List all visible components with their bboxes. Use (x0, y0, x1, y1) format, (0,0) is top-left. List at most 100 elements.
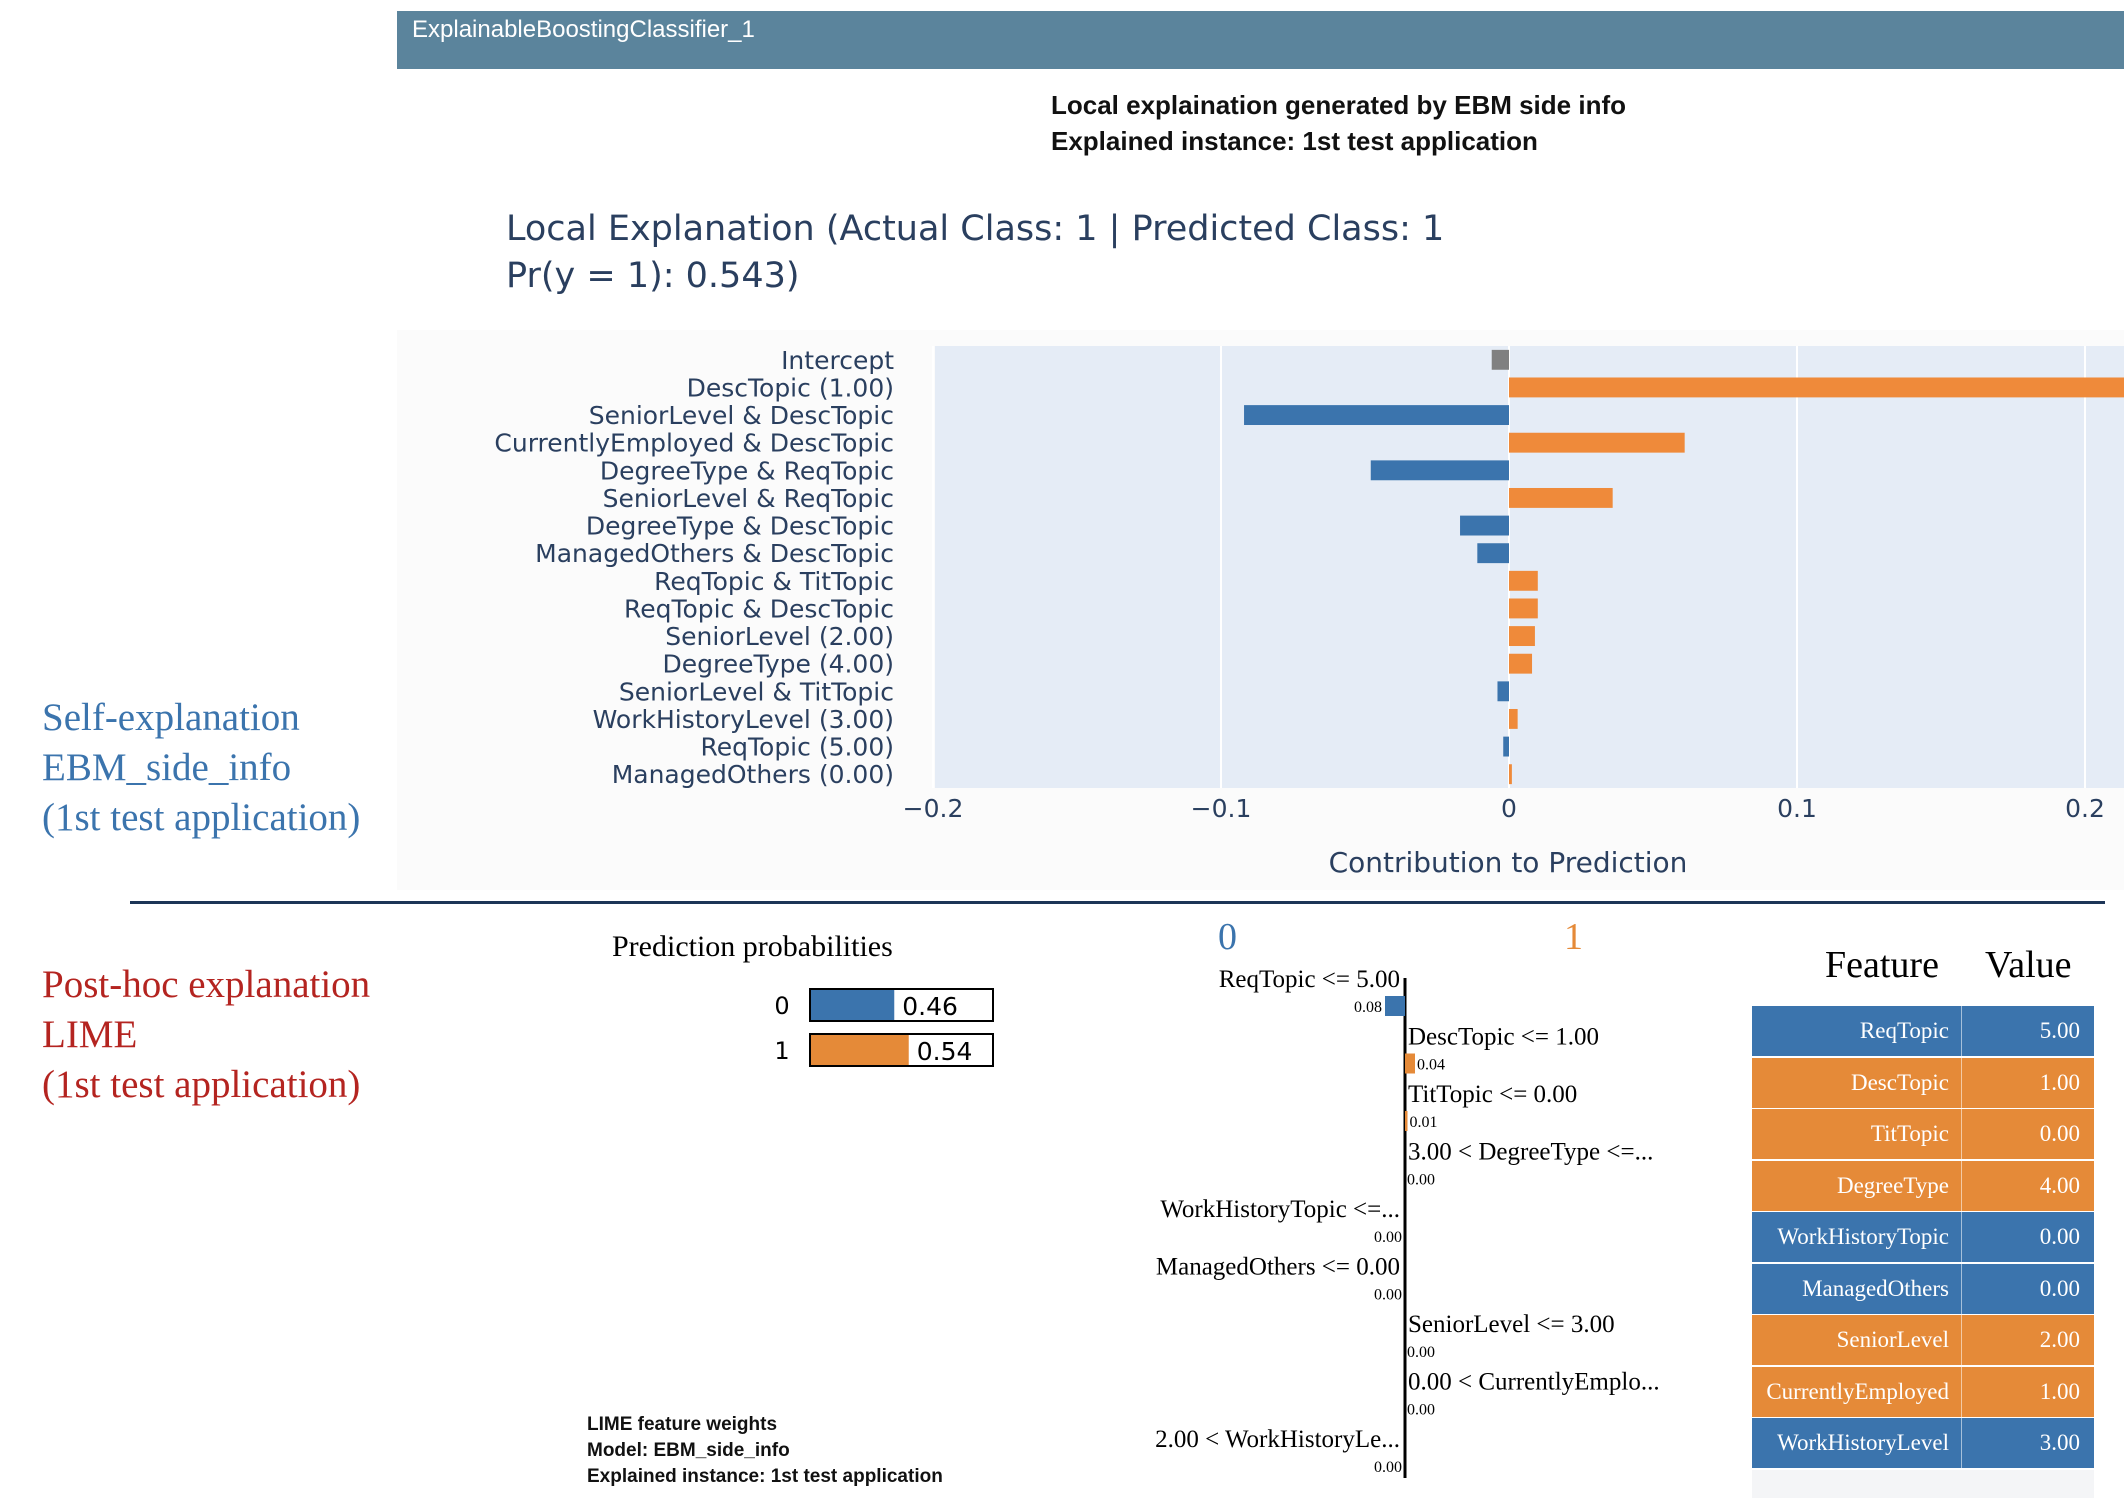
lime-feature-label: ManagedOthers <= 0.00 (1156, 1254, 1400, 1281)
lime-weight-value: 0.00 (1374, 1229, 1402, 1246)
ebm-bar (1509, 570, 1538, 591)
table-header-feature: Feature (1825, 944, 1939, 986)
lime-feature-label: WorkHistoryTopic <=... (1160, 1196, 1400, 1223)
table-cell-feature: WorkHistoryLevel (1752, 1418, 1962, 1468)
ebm-bar (1509, 432, 1685, 453)
table-row: WorkHistoryLevel 3.00 (1752, 1418, 2094, 1468)
ebm-category-label: WorkHistoryLevel (3.00) (593, 705, 894, 734)
lime-weight-value: 0.08 (1354, 999, 1382, 1016)
ebm-x-tick-label: −0.2 (903, 794, 964, 823)
lime-weight-bar (1385, 996, 1405, 1016)
ebm-bar (1497, 681, 1509, 702)
posthoc-explanation-label: Post-hoc explanation LIME (1st test appl… (42, 960, 370, 1110)
lime-feature-label: SeniorLevel <= 3.00 (1408, 1311, 1615, 1338)
table-cell-value: 0.00 (2039, 1275, 2080, 1301)
ebm-x-axis-label: Contribution to Prediction (1329, 846, 1688, 879)
ebm-bar (1509, 764, 1512, 785)
lime-feature-label: 3.00 < DegreeType <=... (1408, 1139, 1653, 1166)
ebm-category-label: ReqTopic & DescTopic (624, 594, 894, 623)
prob-value-label: 0.46 (902, 992, 958, 1021)
table-header: Feature Value (1752, 936, 2094, 1006)
lime-feature-label: 0.00 < CurrentlyEmplo... (1408, 1369, 1660, 1396)
ebm-category-label: SeniorLevel & DescTopic (589, 401, 894, 430)
lime-weight-value: 0.04 (1417, 1057, 1445, 1074)
feature-value-table: Feature Value ReqTopic 5.00 DescTopic 1.00 T… (1752, 936, 2094, 1498)
ebm-category-label: DegreeType & DescTopic (586, 512, 894, 541)
ebm-bar (1509, 653, 1533, 674)
prob-class-label: 0 (774, 992, 789, 1020)
ebm-category-label: CurrentlyEmployed & DescTopic (494, 429, 894, 458)
ebm-bar (1477, 543, 1509, 564)
ebm-caption-line2: Explained instance: 1st test application (1051, 126, 1538, 156)
posthoc-explanation-line1: Post-hoc explanation (42, 963, 371, 1006)
table-cell-feature: WorkHistoryTopic (1752, 1212, 1962, 1262)
ebm-category-label: SeniorLevel & TitTopic (619, 677, 894, 706)
prob-value-label: 0.54 (917, 1037, 973, 1066)
ebm-category-label: ManagedOthers (0.00) (612, 760, 894, 789)
ebm-x-tick-label: 0.1 (1777, 794, 1817, 823)
lime-feature-label: TitTopic <= 0.00 (1408, 1081, 1577, 1108)
ebm-category-label: DegreeType & ReqTopic (600, 456, 894, 485)
ebm-bar (1370, 460, 1509, 481)
lime-weight-value: 0.00 (1374, 1459, 1402, 1476)
table-cell-value: 3.00 (2039, 1430, 2080, 1455)
ebm-header-title: ExplainableBoostingClassifier_1 (412, 16, 755, 43)
table-cell-value: 1.00 (2039, 1069, 2080, 1095)
ebm-bar (1244, 405, 1509, 426)
table-row: ManagedOthers 0.00 (1752, 1263, 2094, 1314)
table-cell-feature: TitTopic (1752, 1109, 1962, 1159)
table-row: ReqTopic 5.00 (1752, 1006, 2094, 1056)
ebm-caption-line1: Local explaination generated by EBM side… (1051, 90, 1626, 120)
lime-weight-bar (1405, 1053, 1415, 1074)
ebm-category-label: SeniorLevel & ReqTopic (603, 484, 894, 513)
table-row: CurrentlyEmployed 1.00 (1752, 1366, 2094, 1417)
lime-feature-label: 2.00 < WorkHistoryLe... (1155, 1426, 1400, 1453)
lime-class-0-header: 0 (1218, 916, 1237, 958)
ebm-category-label: ManagedOthers & DescTopic (535, 539, 894, 568)
ebm-header-bar (397, 11, 2124, 69)
table-row: TitTopic 0.00 (1752, 1109, 2094, 1159)
table-cell-value: 5.00 (2039, 1018, 2080, 1043)
posthoc-explanation-line3: (1st test application) (42, 1063, 361, 1106)
self-explanation-line1: Self-explanation (42, 696, 300, 739)
lime-weight-value: 0.00 (1374, 1287, 1402, 1304)
table-row: WorkHistoryTopic 0.00 (1752, 1212, 2094, 1262)
ebm-bar (1503, 736, 1509, 757)
ebm-category-label: DegreeType (4.00) (662, 650, 894, 679)
table-cell-value: 2.00 (2039, 1327, 2080, 1352)
prob-bar-fill (811, 990, 895, 1020)
ebm-bar (1491, 349, 1509, 370)
ebm-category-label: SeniorLevel (2.00) (665, 622, 894, 651)
table-row: DescTopic 1.00 (1752, 1057, 2094, 1108)
lime-caption-line2: Model: EBM_side_info (587, 1440, 790, 1461)
prob-bar-fill (811, 1035, 909, 1065)
prediction-probabilities-chart: 0 0.46 1 0.54 (774, 988, 994, 1067)
table-cell-feature: ManagedOthers (1752, 1263, 1962, 1314)
self-explanation-line3: (1st test application) (42, 796, 361, 839)
lime-class-1-header: 1 (1564, 916, 1583, 958)
ebm-chart-title-line2: Pr(y = 1): 0.543) (506, 256, 800, 296)
table-cell-value: 4.00 (2039, 1172, 2080, 1198)
lime-feature-label: DescTopic <= 1.00 (1408, 1024, 1599, 1051)
lime-feature-label: ReqTopic <= 5.00 (1219, 966, 1400, 993)
ebm-bar (1509, 598, 1538, 619)
lime-weight-value: 0.00 (1407, 1402, 1435, 1419)
lime-caption-line1: LIME feature weights (587, 1414, 778, 1435)
ebm-category-label: Intercept (781, 346, 894, 375)
ebm-bar-chart: −0.2 −0.1 0 0.1 0.2 Contribution to Predictio… (494, 346, 2124, 879)
ebm-bar (1509, 708, 1518, 729)
section-divider (130, 901, 2105, 904)
table-cell-feature: CurrentlyEmployed (1752, 1366, 1962, 1417)
posthoc-explanation-line2: LIME (42, 1013, 138, 1056)
ebm-bar (1509, 377, 2124, 398)
table-header-value: Value (1985, 944, 2072, 986)
lime-weight-bar (1405, 1111, 1408, 1131)
table-row: SeniorLevel 2.00 (1752, 1315, 2094, 1365)
self-explanation-line2: EBM_side_info (42, 746, 292, 789)
table-cell-value: 0.00 (2039, 1224, 2080, 1249)
table-footer (1752, 1469, 2094, 1498)
lime-weight-value: 0.01 (1410, 1114, 1438, 1131)
ebm-bar (1460, 515, 1509, 536)
table-body: ReqTopic 5.00 DescTopic 1.00 TitTopic 0.00 Deg… (1752, 1006, 2094, 1498)
lime-caption-line3: Explained instance: 1st test application (587, 1466, 943, 1487)
